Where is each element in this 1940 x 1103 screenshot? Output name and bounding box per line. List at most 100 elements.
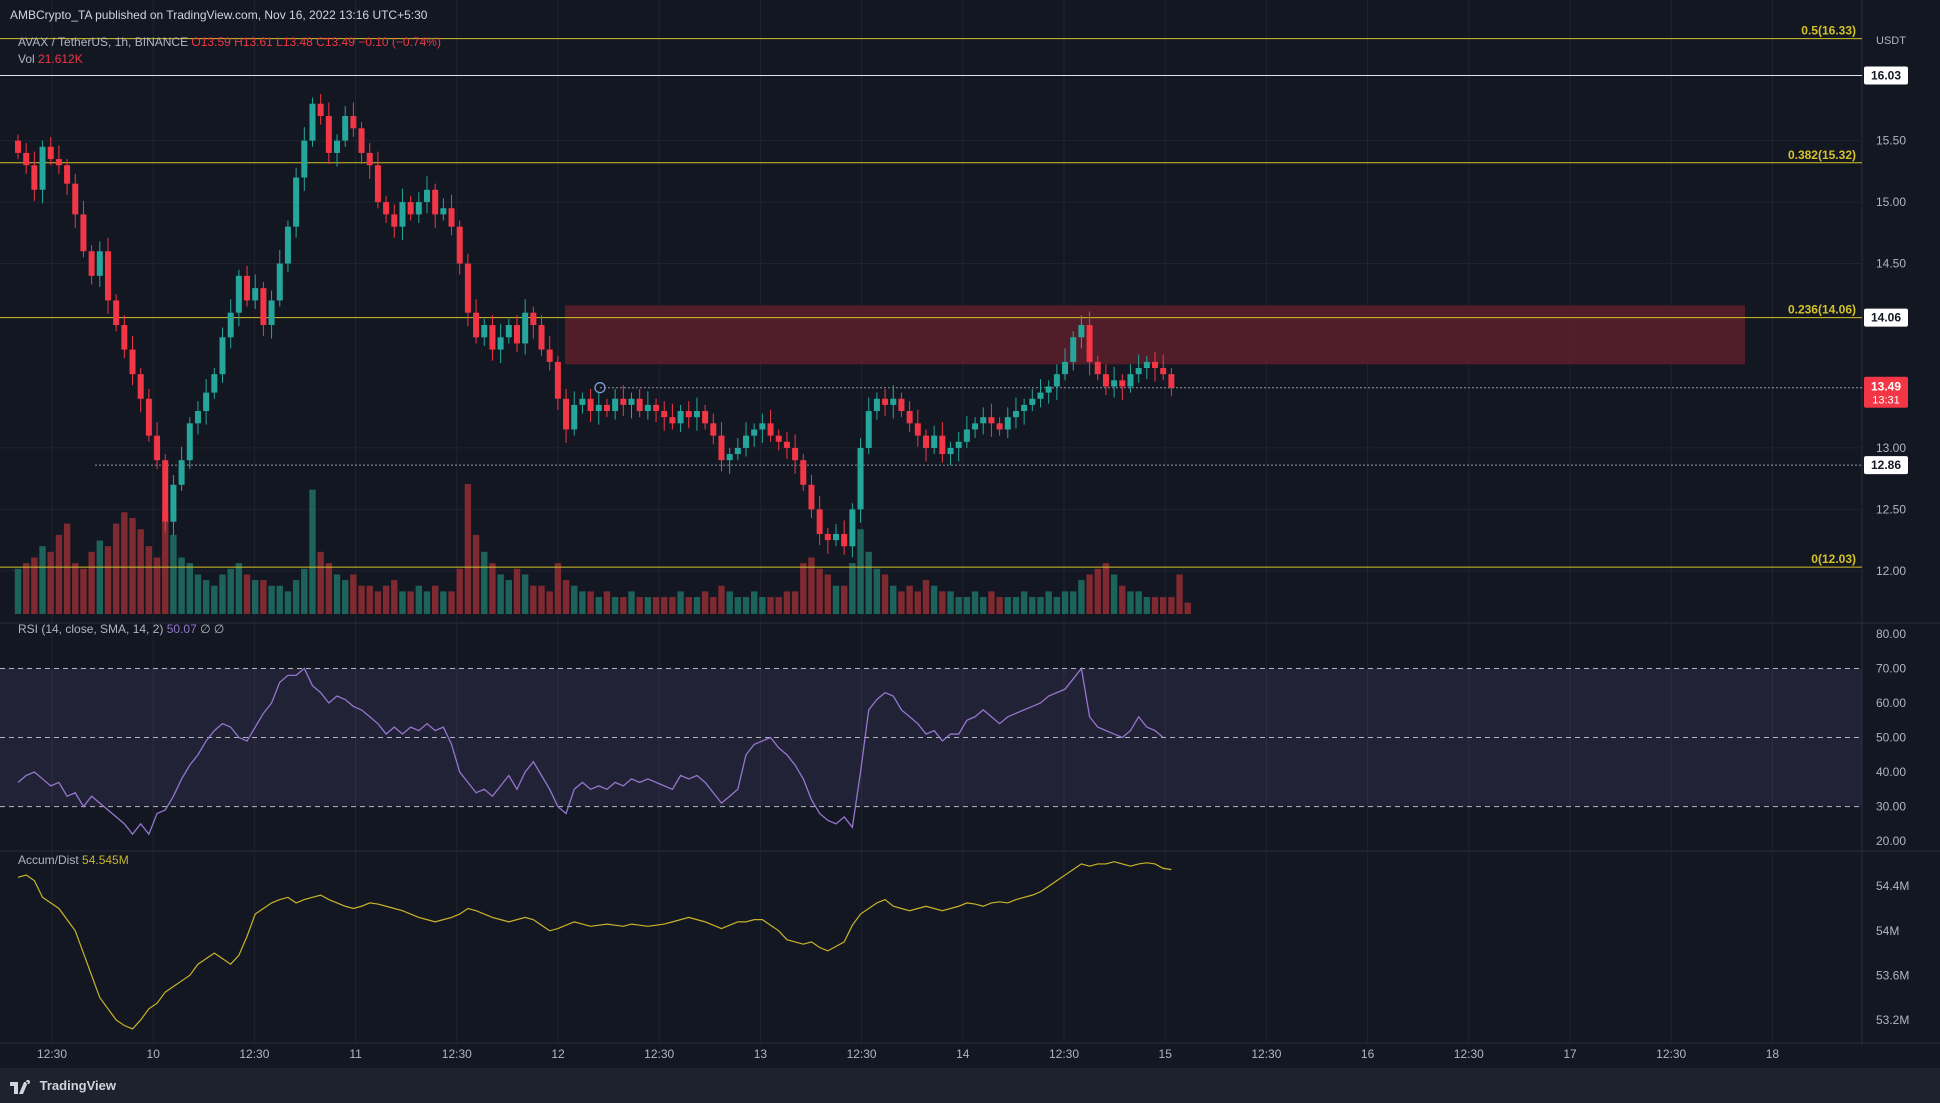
candle (1094, 355, 1101, 381)
candle-body (47, 146, 54, 160)
candle (366, 143, 373, 179)
candle (1029, 388, 1036, 412)
candle (80, 200, 87, 258)
candle (726, 447, 733, 474)
volume-bar (808, 557, 815, 614)
candle (628, 392, 635, 419)
candle-body (922, 435, 929, 448)
candle (162, 454, 169, 533)
volume-bar (611, 597, 619, 614)
candle (31, 151, 38, 201)
volume-bar (881, 574, 889, 614)
volume-bar (309, 489, 316, 614)
volume-bar (1004, 597, 1011, 614)
candle-body (464, 263, 471, 313)
volume-bar (1184, 602, 1191, 614)
candle (407, 195, 414, 221)
volume-bar (963, 597, 971, 614)
candle (268, 290, 275, 339)
candle (775, 429, 782, 451)
candle-body (235, 275, 242, 313)
volume-bar (423, 591, 431, 614)
candle (96, 241, 103, 287)
volume-bar (890, 585, 897, 614)
volume-bar (358, 585, 365, 614)
volume-bar (800, 563, 807, 614)
alert-circle (594, 382, 606, 394)
candle (1037, 379, 1044, 408)
candle-body (1143, 361, 1150, 369)
volume-bar (587, 591, 594, 614)
price-tick-label: 15.50 (1876, 134, 1906, 148)
volume-bar (521, 574, 529, 614)
volume-bar (571, 585, 578, 614)
candle-body (129, 349, 136, 375)
candle (857, 438, 864, 523)
volume-bar (546, 591, 553, 614)
candle-body (1160, 368, 1167, 375)
volume-bar (652, 597, 660, 614)
candle (1070, 331, 1077, 371)
last-price-value: 13.49 (1871, 380, 1901, 394)
candle-body (72, 183, 79, 215)
candle-body (988, 417, 995, 424)
candle (334, 134, 341, 167)
candle-body (317, 103, 324, 117)
candle (129, 336, 136, 386)
volume-bar (816, 568, 823, 614)
candle-body (955, 441, 962, 448)
ad-value: 54.545M (82, 853, 129, 867)
candle-body (39, 146, 46, 190)
volume-bar (301, 568, 308, 614)
time-tick-label: 10 (147, 1047, 161, 1061)
candle (996, 417, 1003, 436)
volume-bar (1070, 591, 1077, 614)
candle-body (1111, 380, 1118, 387)
candle (440, 198, 447, 221)
volume-bar (685, 597, 692, 614)
volume-bar (603, 591, 611, 614)
volume-label: Vol (18, 52, 35, 66)
candle (824, 527, 831, 554)
candle-body (800, 460, 807, 485)
candle-body (252, 288, 259, 301)
candle-body (64, 165, 71, 184)
volume-bar (906, 585, 913, 614)
candle-body (358, 128, 365, 153)
candle-body (783, 441, 790, 448)
candle (456, 220, 463, 275)
candle-body (538, 325, 545, 350)
candle-body (104, 251, 111, 301)
candle-body (505, 325, 512, 338)
candle (154, 422, 161, 469)
volume-bar (440, 591, 447, 614)
time-tick-label: 12 (551, 1047, 565, 1061)
candle-body (23, 152, 30, 166)
volume-bar (726, 591, 733, 614)
candle-body (1152, 361, 1159, 369)
candle-body (767, 423, 774, 436)
volume-bar (873, 568, 881, 614)
candle (1111, 366, 1118, 398)
candle (104, 237, 111, 314)
candle (1135, 354, 1142, 383)
candle-body (424, 189, 430, 203)
volume-bar (1127, 591, 1134, 614)
candle-body (186, 423, 193, 461)
candle-body (914, 423, 921, 436)
rsi-tick-label: 40.00 (1876, 765, 1906, 779)
candle-body (865, 411, 872, 448)
volume-bar (14, 568, 22, 614)
volume-bar (554, 563, 562, 614)
volume-bar (914, 591, 921, 614)
tradingview-footer[interactable]: TradingView (10, 1078, 116, 1094)
candle (1119, 374, 1126, 400)
symbol-name: AVAX / TetherUS, 1h, BINANCE (18, 35, 189, 49)
volume-bar (930, 585, 938, 614)
time-tick-label: 15 (1159, 1047, 1173, 1061)
candle-body (775, 435, 782, 442)
candle (489, 315, 496, 361)
candle-body (579, 398, 586, 405)
